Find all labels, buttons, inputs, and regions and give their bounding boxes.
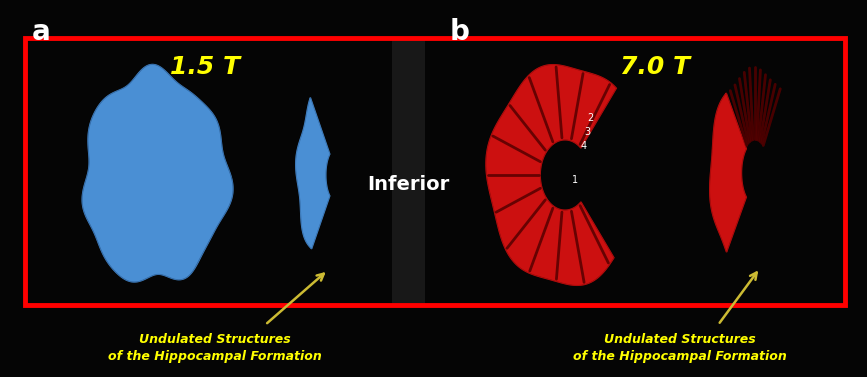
Bar <box>25 38 845 305</box>
Text: 3: 3 <box>584 127 590 137</box>
Polygon shape <box>82 64 233 282</box>
Text: b: b <box>450 18 470 46</box>
Text: 4: 4 <box>581 141 587 151</box>
Polygon shape <box>296 98 329 249</box>
Text: 1: 1 <box>572 175 578 185</box>
Bar <box>392 38 425 305</box>
Text: Undulated Structures
of the Hippocampal Formation: Undulated Structures of the Hippocampal … <box>108 333 322 363</box>
Text: 1.5 T: 1.5 T <box>170 55 240 79</box>
Polygon shape <box>710 93 746 252</box>
Text: Undulated Structures
of the Hippocampal Formation: Undulated Structures of the Hippocampal … <box>573 333 787 363</box>
Text: Inferior: Inferior <box>367 176 449 195</box>
Text: 7.0 T: 7.0 T <box>620 55 690 79</box>
Text: 2: 2 <box>587 113 593 123</box>
Text: a: a <box>32 18 51 46</box>
Polygon shape <box>486 65 616 285</box>
